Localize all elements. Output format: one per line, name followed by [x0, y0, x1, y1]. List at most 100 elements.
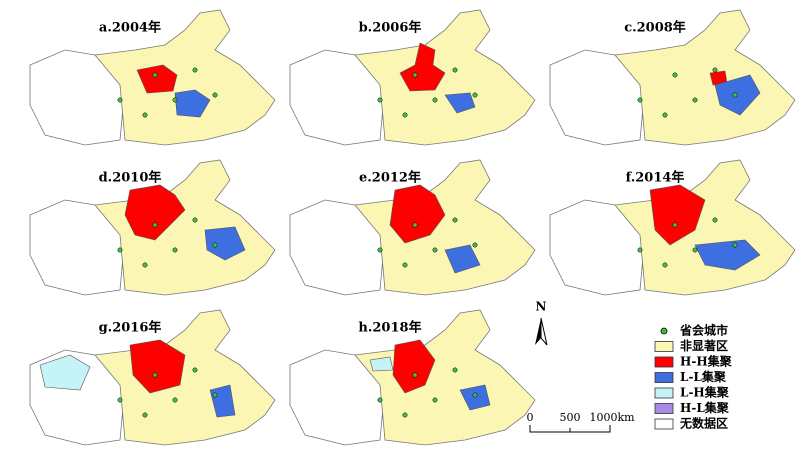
capital-city — [377, 97, 383, 103]
north-arrow-left — [535, 318, 541, 345]
panel-title: a.2004年 — [99, 20, 161, 36]
non-significant-region — [354, 309, 536, 446]
non-significant-region — [354, 159, 536, 296]
lh-cluster — [39, 354, 91, 391]
capital-city — [452, 367, 458, 373]
legend-label: L-H集聚 — [680, 385, 730, 400]
ll-cluster — [714, 74, 761, 116]
capital-city — [377, 247, 383, 253]
legend-label: H-H集聚 — [680, 354, 733, 369]
capital-city — [152, 72, 158, 78]
capital-city — [152, 372, 158, 378]
hh-cluster — [392, 339, 436, 394]
legend-swatch — [654, 372, 674, 383]
legend-symbol — [660, 327, 668, 335]
scale-label: 0 — [527, 411, 534, 424]
legend-swatch — [654, 387, 674, 399]
capital-city — [412, 222, 418, 228]
hh-cluster — [649, 184, 706, 246]
capital-city — [402, 112, 408, 118]
north-arrow: N — [535, 300, 548, 346]
scale-label: 500 — [560, 411, 581, 424]
capital-city — [432, 247, 438, 253]
panel-title: d.2010年 — [99, 170, 162, 186]
legend-label: 非显著区 — [680, 338, 728, 353]
legend-label: H-L集聚 — [680, 400, 730, 415]
capital-city — [117, 247, 123, 253]
ll-cluster — [459, 384, 491, 411]
legend-swatch — [654, 356, 674, 368]
capital-city — [172, 97, 178, 103]
capital-city — [192, 67, 198, 73]
capital-city — [672, 72, 678, 78]
non-significant-region — [354, 9, 536, 146]
non-significant-region — [94, 9, 276, 146]
capital-city — [142, 262, 148, 268]
capital-city — [712, 217, 718, 223]
capital-city — [637, 97, 643, 103]
capital-city — [732, 92, 738, 98]
ll-cluster — [694, 239, 761, 271]
map-panel — [289, 159, 536, 296]
capital-city — [172, 397, 178, 403]
capital-city — [692, 97, 698, 103]
capital-city — [412, 72, 418, 78]
panel-title: f.2014年 — [626, 170, 685, 186]
capital-city — [637, 247, 643, 253]
map-panel — [29, 9, 276, 146]
ll-cluster — [444, 92, 476, 114]
scale-label: 1000km — [589, 411, 635, 424]
hh-cluster — [136, 64, 178, 94]
capital-city — [692, 247, 698, 253]
ll-cluster — [204, 226, 246, 261]
capital-city — [117, 397, 123, 403]
scale-bar: 0 500 1000km — [527, 411, 635, 433]
capital-city — [152, 222, 158, 228]
legend-swatch — [654, 403, 674, 414]
capital-city — [432, 397, 438, 403]
capital-city — [142, 412, 148, 418]
map-panel — [29, 159, 276, 296]
capital-city — [452, 67, 458, 73]
panel-title: e.2012年 — [359, 170, 421, 186]
capital-city — [192, 367, 198, 373]
non-significant-region — [94, 159, 276, 296]
lh-cluster — [369, 356, 394, 372]
map-panel — [289, 309, 536, 446]
capital-city — [712, 67, 718, 73]
north-label: N — [536, 300, 547, 314]
capital-city — [452, 217, 458, 223]
map-panel — [289, 9, 536, 146]
map-panel — [29, 309, 276, 446]
capital-city — [212, 392, 218, 398]
capital-city — [412, 372, 418, 378]
capital-city — [117, 97, 123, 103]
map-panel — [549, 9, 796, 146]
capital-city — [472, 242, 478, 248]
ll-cluster — [444, 244, 481, 274]
hh-cluster — [124, 184, 186, 241]
legend-swatch — [654, 341, 674, 352]
map-panels — [29, 9, 796, 446]
capital-city — [432, 97, 438, 103]
capital-city — [662, 112, 668, 118]
panel-title: b.2006年 — [359, 20, 422, 36]
legend-label: L-L集聚 — [680, 369, 727, 384]
legend-label: 省会城市 — [679, 323, 728, 338]
capital-city — [472, 92, 478, 98]
panel-title: c.2008年 — [624, 20, 686, 36]
capital-city — [212, 92, 218, 98]
capital-city — [212, 242, 218, 248]
hh-cluster — [129, 339, 186, 394]
hh-cluster — [399, 42, 446, 92]
capital-city — [732, 242, 738, 248]
ll-cluster — [174, 89, 211, 118]
capital-city — [377, 397, 383, 403]
capital-city — [402, 412, 408, 418]
capital-city — [172, 247, 178, 253]
panel-title: g.2016年 — [99, 320, 162, 336]
panel-title: h.2018年 — [358, 320, 421, 336]
capital-city — [192, 217, 198, 223]
